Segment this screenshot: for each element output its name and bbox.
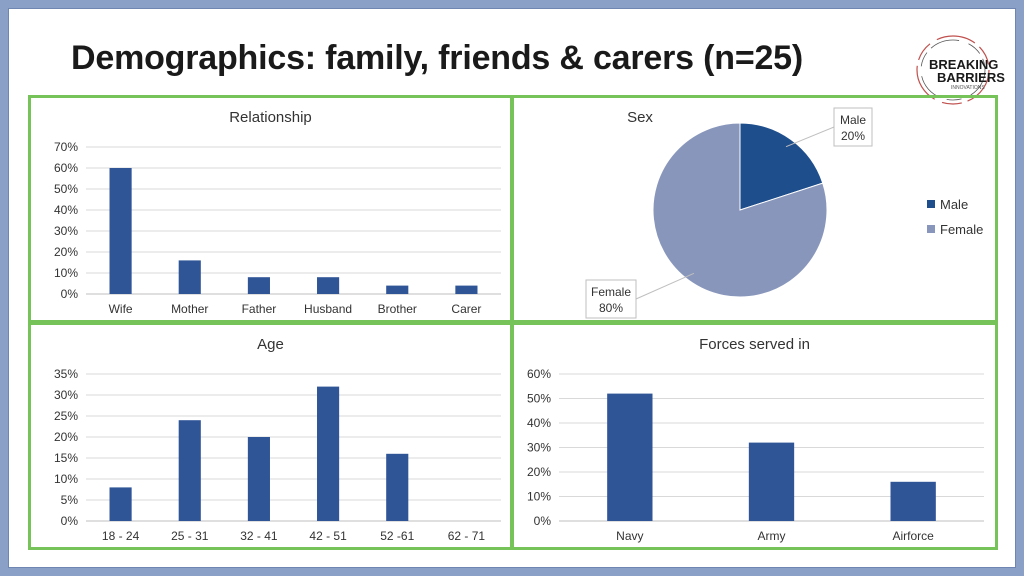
y-tick-label: 30% xyxy=(54,388,78,402)
bar-brother xyxy=(386,285,409,294)
y-tick-label: 0% xyxy=(534,514,552,528)
y-tick-label: 25% xyxy=(54,409,78,423)
data-label-name: Male xyxy=(840,113,866,127)
bar-mother xyxy=(178,260,201,294)
x-tick-label: Brother xyxy=(378,302,417,316)
y-tick-label: 5% xyxy=(61,493,79,507)
y-tick-label: 35% xyxy=(54,367,78,381)
y-tick-label: 70% xyxy=(54,140,78,154)
legend-swatch-female xyxy=(927,225,935,233)
y-tick-label: 0% xyxy=(61,287,79,301)
y-tick-label: 40% xyxy=(54,203,78,217)
x-tick-label: 18 - 24 xyxy=(102,529,140,543)
y-tick-label: 20% xyxy=(527,465,551,479)
sex-chart: Sex Male 20% Female 80% Male Female xyxy=(585,107,983,319)
bar-army xyxy=(748,442,795,521)
callout-leader xyxy=(785,126,835,148)
forces-chart-panel: Forces served in 0% 10% 20% 30% 40% 50% 60% Navy… xyxy=(511,322,998,550)
x-tick-label: Airforce xyxy=(892,529,934,543)
age-chart: Age 0% 5% 10% 15% 20% 25% 30% 35% 18 - 24 25 - 31 3… xyxy=(54,336,501,543)
x-tick-label: Father xyxy=(242,302,277,316)
chart-title: Sex xyxy=(627,109,653,126)
x-tick-label: Husband xyxy=(304,302,352,316)
legend-swatch-male xyxy=(927,200,935,208)
chart-title: Relationship xyxy=(229,109,312,126)
callout-box xyxy=(585,279,637,319)
logo-line1: BREAKING xyxy=(929,57,998,72)
x-tick-label: Mother xyxy=(171,302,208,316)
y-tick-label: 15% xyxy=(54,451,78,465)
bar-carer xyxy=(455,285,478,294)
bar-25-31 xyxy=(178,420,201,521)
bar-42-51 xyxy=(317,386,340,521)
relationship-chart-panel: Relationship 0% 10% 20% 30% 40% 50% 60% 70% Wife M… xyxy=(28,95,513,323)
page-title: Demographics: family, friends & carers (… xyxy=(71,39,804,77)
data-label-value: 80% xyxy=(599,301,623,315)
bar-navy xyxy=(607,393,653,521)
y-tick-label: 50% xyxy=(54,182,78,196)
x-tick-label: Carer xyxy=(451,302,481,316)
circle-swoosh-logo-icon: BREAKING BARRIERS INNOVATIONS xyxy=(916,35,1005,105)
y-tick-label: 50% xyxy=(527,392,551,406)
slide: Demographics: family, friends & carers (… xyxy=(8,8,1016,568)
pie-slice-female xyxy=(652,122,828,298)
sex-chart-panel: Sex Male 20% Female 80% Male Female xyxy=(511,95,998,323)
y-tick-label: 10% xyxy=(54,472,78,486)
bar-airforce xyxy=(890,481,936,521)
x-tick-label: 42 - 51 xyxy=(309,529,347,543)
forces-chart: Forces served in 0% 10% 20% 30% 40% 50% 60% Navy… xyxy=(527,336,984,543)
y-tick-label: 30% xyxy=(527,441,551,455)
y-tick-label: 0% xyxy=(61,514,79,528)
logo-line3: INNOVATIONS xyxy=(951,85,985,91)
legend-label: Female xyxy=(940,222,983,237)
x-tick-label: 25 - 31 xyxy=(171,529,209,543)
x-tick-label: Army xyxy=(758,529,786,543)
x-tick-label: 62 - 71 xyxy=(448,529,486,543)
y-tick-label: 30% xyxy=(54,224,78,238)
breaking-barriers-logo: BREAKING BARRIERS INNOVATIONS xyxy=(911,29,1011,109)
pie-slice-male xyxy=(739,122,824,211)
relationship-chart: Relationship 0% 10% 20% 30% 40% 50% 60% 70% Wife M… xyxy=(54,109,501,316)
logo-line2: BARRIERS xyxy=(937,70,1005,85)
chart-title: Forces served in xyxy=(699,336,810,353)
y-tick-label: 20% xyxy=(54,245,78,259)
y-tick-label: 40% xyxy=(527,416,551,430)
x-tick-label: 32 - 41 xyxy=(240,529,278,543)
data-label-name: Female xyxy=(591,285,631,299)
bar-father xyxy=(247,277,270,294)
bar-52-61 xyxy=(386,453,409,521)
y-tick-label: 20% xyxy=(54,430,78,444)
y-tick-label: 10% xyxy=(54,266,78,280)
data-label-value: 20% xyxy=(841,129,865,143)
y-tick-label: 10% xyxy=(527,490,551,504)
age-chart-panel: Age 0% 5% 10% 15% 20% 25% 30% 35% 18 - 24 25 - 31 3… xyxy=(28,322,513,550)
callout-leader xyxy=(635,272,695,300)
chart-title: Age xyxy=(257,336,284,353)
x-tick-label: Wife xyxy=(109,302,133,316)
bar-18-24 xyxy=(109,487,132,521)
y-tick-label: 60% xyxy=(527,367,551,381)
y-tick-label: 60% xyxy=(54,161,78,175)
callout-box xyxy=(833,107,873,147)
bar-husband xyxy=(317,277,340,294)
x-tick-label: Navy xyxy=(616,529,643,543)
legend-label: Male xyxy=(940,197,968,212)
x-tick-label: 52 -61 xyxy=(380,529,414,543)
bar-wife xyxy=(109,168,132,294)
bar-32-41 xyxy=(247,437,270,521)
